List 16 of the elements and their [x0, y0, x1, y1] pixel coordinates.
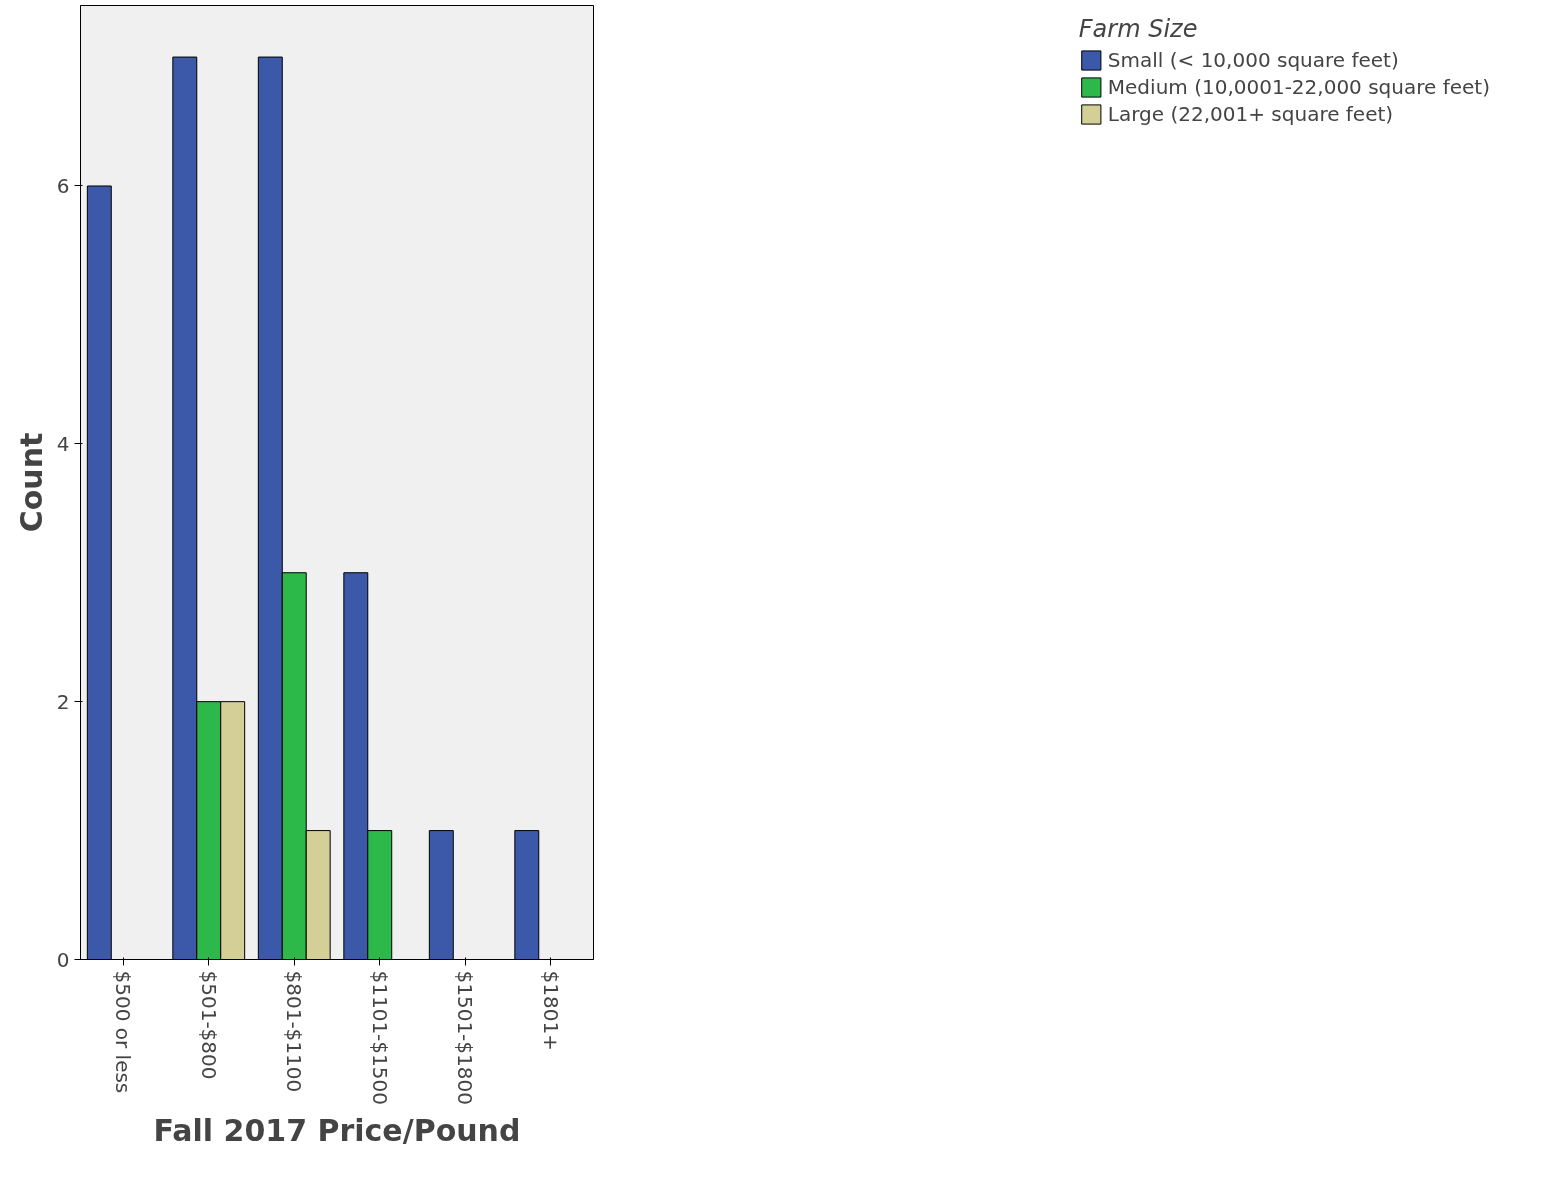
x-tick-label: $1101-$1500	[367, 970, 392, 1105]
y-tick-label: 0	[56, 947, 70, 972]
legend-title: Farm Size	[1078, 15, 1199, 43]
x-tick-label: $1801+	[538, 970, 563, 1051]
x-tick-label: $501-$800	[196, 970, 221, 1080]
y-axis-title: Count	[13, 432, 49, 533]
x-tick-label: $500 or less	[111, 970, 136, 1094]
x-tick-label: $1501-$1800	[453, 970, 478, 1105]
y-tick-label: 4	[56, 431, 70, 456]
legend-label: Large (22,001+ square feet)	[1107, 102, 1394, 126]
x-tick-label: $801-$1100	[282, 970, 307, 1093]
y-tick-label: 6	[56, 173, 70, 198]
x-axis-title: Fall 2017 Price/Pound	[153, 1112, 521, 1148]
y-tick-label: 2	[56, 689, 70, 714]
legend-label: Small (< 10,000 square feet)	[1107, 48, 1399, 72]
legend-label: Medium (10,0001-22,000 square feet)	[1107, 75, 1490, 99]
